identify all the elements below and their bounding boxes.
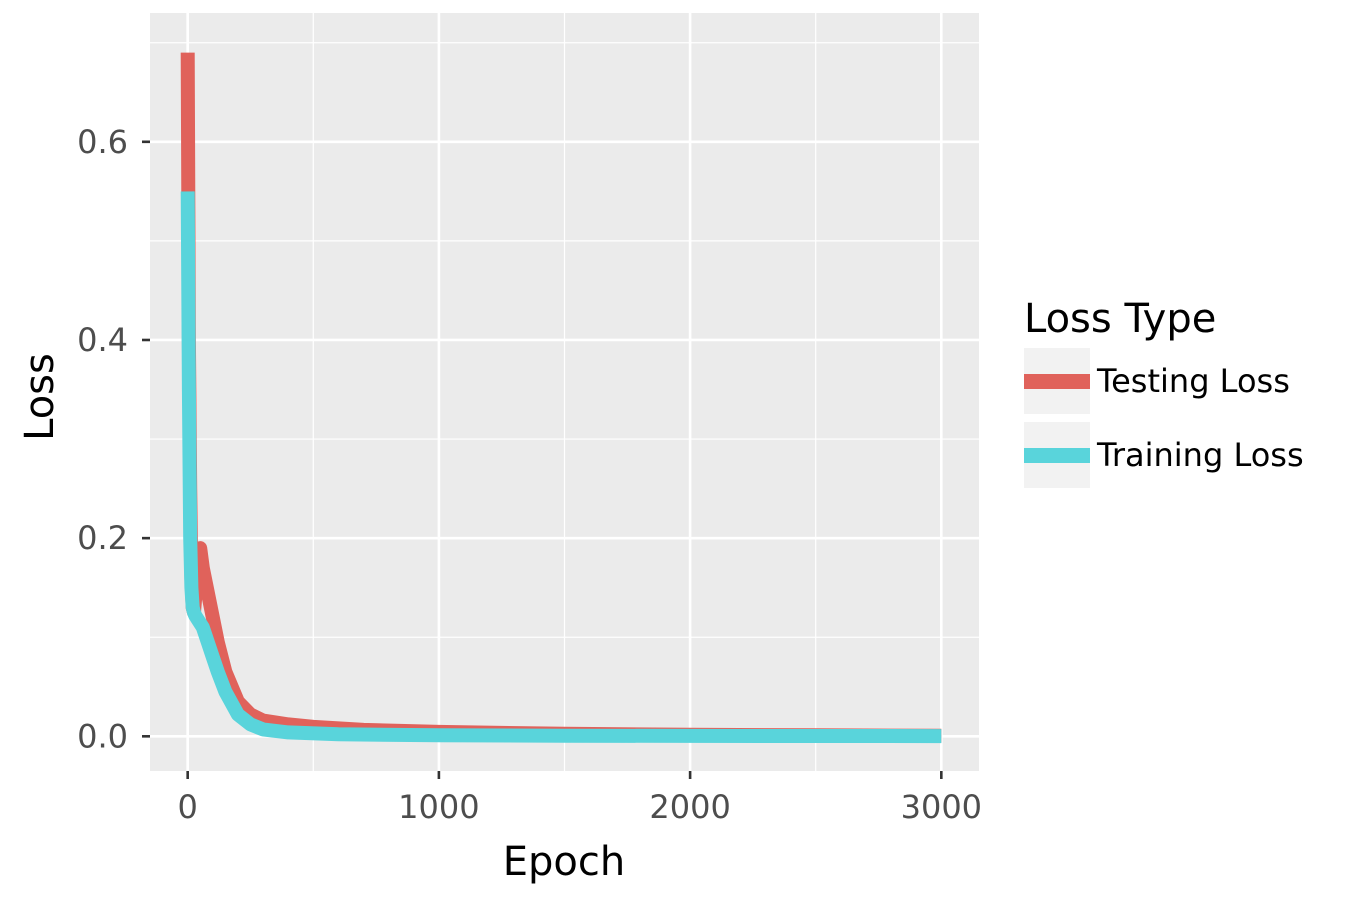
- y-tick-label: 0.2: [77, 519, 128, 557]
- x-tick-label: 3000: [901, 788, 982, 826]
- legend: Loss Type Testing Loss Training Loss: [1024, 296, 1304, 488]
- y-axis-title: Loss: [17, 353, 63, 441]
- x-axis: 0 1000 2000 3000: [178, 771, 982, 826]
- legend-swatch-training-loss: [1024, 448, 1090, 463]
- y-axis: 0.0 0.2 0.4 0.6: [77, 123, 150, 755]
- legend-label-testing-loss: Testing Loss: [1096, 362, 1290, 400]
- series-layer: [180, 52, 942, 744]
- y-tick-label: 0.4: [77, 321, 128, 359]
- series-line-training-loss: [180, 191, 942, 744]
- minor-grid: [150, 13, 979, 771]
- x-axis-title: Epoch: [503, 839, 625, 885]
- y-tick-label: 0.0: [77, 717, 128, 755]
- x-tick-label: 2000: [649, 788, 730, 826]
- legend-label-training-loss: Training Loss: [1096, 436, 1304, 474]
- legend-swatch-testing-loss: [1024, 374, 1090, 389]
- y-tick-label: 0.6: [77, 123, 128, 161]
- legend-title: Loss Type: [1024, 296, 1216, 342]
- x-tick-label: 0: [178, 788, 198, 826]
- x-tick-label: 1000: [398, 788, 479, 826]
